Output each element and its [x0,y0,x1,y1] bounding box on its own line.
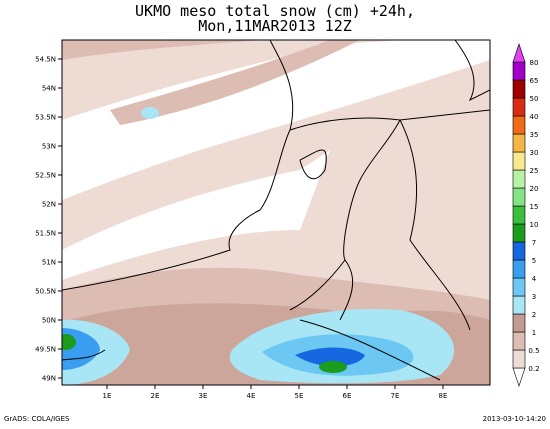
x-tick-label: 3E [199,392,208,400]
colorbar-box [512,97,526,117]
y-tick-label: 54N [42,85,56,93]
colorbar-label: 15 [530,203,539,211]
colorbar-label: 50 [530,95,539,103]
colorbar-box [512,259,526,279]
colorbar-label: 7 [532,239,536,247]
colorbar-box [512,331,526,351]
colorbar-label: 4 [532,275,537,283]
colorbar-label: 80 [530,59,539,67]
title-line: Mon,11MAR2013 12Z [198,17,352,35]
colorbar-box [512,205,526,225]
colorbar-box [512,151,526,171]
colorbar-box [512,277,526,297]
colorbar-cap [512,367,526,387]
colorbar-box [512,349,526,369]
colorbar-label: 20 [530,185,539,193]
colorbar-label: 40 [530,113,539,121]
y-tick-label: 50.5N [35,288,56,296]
x-tick-label: 4E [247,392,256,400]
snow-field [62,40,490,385]
colorbar-label: 25 [530,167,539,175]
colorbar-box [512,295,526,315]
footer-right: 2013-03-10-14:20 [483,415,546,423]
colorbar-cap [512,43,526,63]
x-tick-label: 8E [439,392,448,400]
colorbar-label: 30 [530,149,539,157]
y-tick-label: 49.5N [35,346,56,354]
footer-left: GrADS: COLA/IGES [4,415,70,423]
colorbar-box [512,61,526,81]
y-tick-label: 50N [42,317,56,325]
title-line: UKMO meso total snow (cm) +24h, [135,2,415,20]
x-tick-label: 7E [391,392,400,400]
map-frame [61,39,491,386]
colorbar-label: 10 [530,221,539,229]
x-tick-label: 5E [295,392,304,400]
colorbar-label: 0.2 [528,365,539,373]
y-tick-label: 54.5N [35,56,56,64]
colorbar-box [512,115,526,135]
y-tick-label: 52.5N [35,172,56,180]
colorbar-box [512,187,526,207]
colorbar-box [512,169,526,189]
y-tick-label: 53N [42,143,56,151]
colorbar-label: 5 [532,257,536,265]
colorbar-box [512,313,526,333]
x-tick-label: 1E [103,392,112,400]
x-tick-label: 6E [343,392,352,400]
colorbar-label: 35 [530,131,539,139]
y-tick-label: 53.5N [35,114,56,122]
y-tick-label: 51.5N [35,230,56,238]
colorbar-box [512,79,526,99]
colorbar-label: 65 [530,77,539,85]
x-tick-label: 2E [151,392,160,400]
colorbar-box [512,133,526,153]
colorbar-label: 2 [532,311,536,319]
y-tick-label: 49N [42,375,56,383]
colorbar-label: 1 [532,329,536,337]
colorbar-label: 3 [532,293,536,301]
colorbar-box [512,241,526,261]
y-tick-label: 51N [42,259,56,267]
colorbar-box [512,223,526,243]
y-tick-label: 52N [42,201,56,209]
colorbar-label: 0.5 [528,347,539,355]
